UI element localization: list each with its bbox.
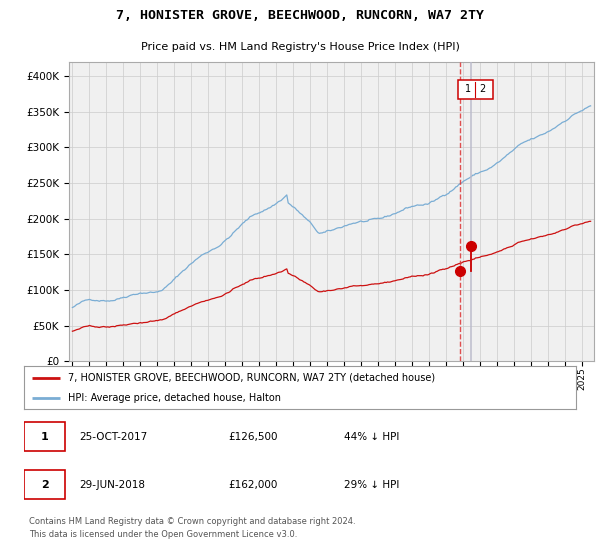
Text: 29-JUN-2018: 29-JUN-2018 xyxy=(79,479,145,489)
Text: 7, HONISTER GROVE, BEECHWOOD, RUNCORN, WA7 2TY (detached house): 7, HONISTER GROVE, BEECHWOOD, RUNCORN, W… xyxy=(68,373,435,382)
Text: 25-OCT-2017: 25-OCT-2017 xyxy=(79,432,148,442)
Text: 44% ↓ HPI: 44% ↓ HPI xyxy=(344,432,400,442)
Text: 2: 2 xyxy=(41,479,49,489)
Text: £162,000: £162,000 xyxy=(228,479,278,489)
Text: 2: 2 xyxy=(480,85,486,95)
FancyBboxPatch shape xyxy=(458,80,493,99)
FancyBboxPatch shape xyxy=(24,470,65,500)
Text: 1: 1 xyxy=(41,432,49,442)
Text: £126,500: £126,500 xyxy=(228,432,278,442)
Text: HPI: Average price, detached house, Halton: HPI: Average price, detached house, Halt… xyxy=(68,393,281,403)
FancyBboxPatch shape xyxy=(24,422,65,451)
Text: 29% ↓ HPI: 29% ↓ HPI xyxy=(344,479,400,489)
Text: 1: 1 xyxy=(465,85,471,95)
Text: 7, HONISTER GROVE, BEECHWOOD, RUNCORN, WA7 2TY: 7, HONISTER GROVE, BEECHWOOD, RUNCORN, W… xyxy=(116,9,484,22)
Text: Price paid vs. HM Land Registry's House Price Index (HPI): Price paid vs. HM Land Registry's House … xyxy=(140,43,460,52)
Text: Contains HM Land Registry data © Crown copyright and database right 2024.
This d: Contains HM Land Registry data © Crown c… xyxy=(29,517,356,539)
